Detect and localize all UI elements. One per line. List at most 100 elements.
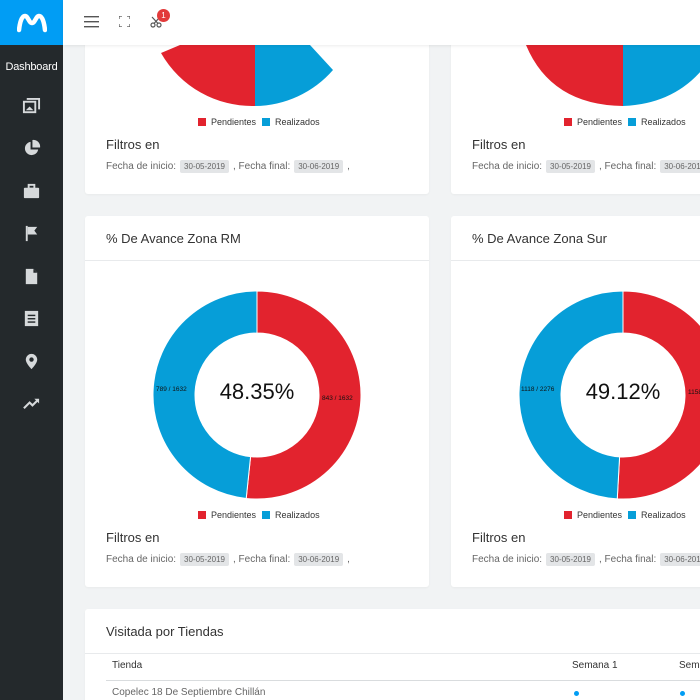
sidebar-item-flag[interactable] bbox=[0, 213, 63, 256]
chart-legend: Pendientes Realizados bbox=[564, 117, 686, 127]
legend-pendientes: Pendientes bbox=[577, 510, 623, 520]
status-dot bbox=[574, 691, 579, 696]
pie-chart-icon bbox=[24, 140, 41, 156]
donut-chart-sur bbox=[518, 290, 700, 500]
movistar-logo[interactable] bbox=[0, 0, 63, 45]
fecha-final-value: 30-06-2019 bbox=[660, 553, 700, 566]
pendientes-value-label: 1158 bbox=[688, 389, 700, 396]
trending-up-icon bbox=[23, 399, 40, 410]
legend-swatch-pendientes bbox=[198, 118, 206, 126]
sidebar-item-file[interactable] bbox=[0, 255, 63, 298]
fecha-final-label: , Fecha final: bbox=[598, 554, 657, 565]
status-dot bbox=[680, 691, 685, 696]
legend-pendientes: Pendientes bbox=[577, 117, 623, 127]
legend-swatch-realizados bbox=[628, 511, 637, 519]
filtros-label: Filtros en bbox=[106, 137, 160, 152]
card-zona-sur: % De Avance Zona Sur 49.12% 1118 / 2276 … bbox=[451, 216, 700, 587]
sidebar-item-gallery[interactable] bbox=[0, 85, 63, 128]
fecha-inicio-label: Fecha de inicio: bbox=[472, 554, 543, 565]
topbar: 1 bbox=[63, 0, 700, 45]
sidebar: Dashboard bbox=[0, 0, 63, 700]
notification-badge: 1 bbox=[157, 9, 170, 22]
sidebar-item-location[interactable] bbox=[0, 340, 63, 383]
sidebar-item-list[interactable] bbox=[0, 298, 63, 341]
card-top-left: Pendientes Realizados Filtros en Fecha d… bbox=[85, 20, 429, 194]
sidebar-item-pie[interactable] bbox=[0, 128, 63, 171]
table-title: Visitada por Tiendas bbox=[106, 624, 224, 639]
fecha-filter: Fecha de inicio: 30-05-2019 , Fecha fina… bbox=[106, 553, 350, 566]
card-top-right: Pendientes Realizados Filtros en Fecha d… bbox=[451, 20, 700, 194]
flag-icon bbox=[25, 226, 38, 242]
realizados-value-label: 1118 / 2276 bbox=[521, 386, 555, 393]
table-row-divider bbox=[106, 680, 700, 681]
legend-realizados: Realizados bbox=[641, 117, 686, 127]
table-cell-tienda: Copelec 18 De Septiembre Chillán bbox=[112, 687, 266, 698]
percent-label: 49.12% bbox=[585, 379, 661, 404]
column-header-semana-1[interactable]: Semana 1 bbox=[572, 660, 618, 671]
fecha-trailing: , bbox=[347, 554, 350, 565]
donut-slice-pendientes[interactable] bbox=[616, 290, 700, 500]
fecha-inicio-label: Fecha de inicio: bbox=[106, 554, 177, 565]
legend-pendientes: Pendientes bbox=[211, 117, 257, 127]
pendientes-value-label: 843 / 1632 bbox=[322, 395, 353, 402]
legend-swatch-pendientes bbox=[198, 511, 206, 519]
fecha-final-value: 30-06-2019 bbox=[294, 553, 344, 566]
legend-swatch-pendientes bbox=[564, 118, 572, 126]
fecha-inicio-value: 30-05-2019 bbox=[180, 160, 229, 173]
pendientes-segment bbox=[161, 45, 255, 107]
column-header-tienda[interactable]: Tienda bbox=[112, 660, 143, 671]
column-header-semana-2[interactable]: Sem bbox=[679, 660, 700, 671]
legend-swatch-realizados bbox=[628, 118, 637, 126]
realizados-segment bbox=[255, 45, 333, 106]
sidebar-title[interactable]: Dashboard bbox=[5, 61, 58, 73]
filtros-label: Filtros en bbox=[472, 137, 526, 152]
pendientes-segment bbox=[526, 45, 623, 106]
briefcase-icon bbox=[23, 183, 40, 198]
table-header-divider bbox=[85, 653, 700, 654]
file-icon bbox=[25, 268, 38, 284]
chart-legend: Pendientes Realizados bbox=[564, 510, 686, 520]
chart-legend: Pendientes Realizados bbox=[198, 117, 320, 127]
fecha-final-value: 30-06-2019 bbox=[294, 160, 344, 173]
fullscreen-icon[interactable] bbox=[119, 16, 130, 27]
donut-slice-realizados[interactable] bbox=[152, 290, 258, 499]
fecha-filter: Fecha de inicio: 30-05-2019 , Fecha fina… bbox=[472, 553, 700, 566]
sidebar-item-trending[interactable] bbox=[0, 383, 63, 426]
donut-slice-realizados[interactable] bbox=[518, 290, 624, 500]
donut-chart-top-left bbox=[161, 45, 333, 107]
scissors-icon[interactable] bbox=[150, 16, 162, 28]
legend-swatch-pendientes bbox=[564, 511, 572, 519]
fecha-inicio-value: 30-05-2019 bbox=[180, 553, 229, 566]
percent-label: 48.35% bbox=[219, 379, 295, 404]
legend-pendientes: Pendientes bbox=[211, 510, 257, 520]
fecha-inicio-label: Fecha de inicio: bbox=[472, 161, 543, 172]
fecha-final-label: , Fecha final: bbox=[232, 161, 291, 172]
donut-slice-pendientes[interactable] bbox=[245, 290, 362, 500]
legend-realizados: Realizados bbox=[641, 510, 686, 520]
sidebar-item-briefcase[interactable] bbox=[0, 170, 63, 213]
fecha-inicio-value: 30-05-2019 bbox=[546, 160, 595, 173]
filtros-label: Filtros en bbox=[106, 530, 160, 545]
donut-chart-top-right bbox=[526, 45, 700, 106]
fecha-filter: Fecha de inicio: 30-05-2019 , Fecha fina… bbox=[106, 160, 350, 173]
map-pin-icon bbox=[25, 353, 38, 369]
fecha-final-value: 30-06-2019 bbox=[660, 160, 700, 173]
legend-swatch-realizados bbox=[262, 511, 271, 519]
donut-chart-rm bbox=[152, 290, 362, 500]
chart-legend: Pendientes Realizados bbox=[198, 510, 320, 520]
fecha-filter: Fecha de inicio: 30-05-2019 , Fecha fina… bbox=[472, 160, 700, 173]
fecha-final-label: , Fecha final: bbox=[232, 554, 291, 565]
legend-swatch-realizados bbox=[262, 118, 271, 126]
card-title: % De Avance Zona RM bbox=[85, 216, 429, 261]
list-document-icon bbox=[24, 311, 39, 327]
gallery-icon bbox=[22, 97, 41, 113]
card-zona-rm: % De Avance Zona RM 48.35% 789 / 1632 84… bbox=[85, 216, 429, 587]
card-visitada-tiendas: Visitada por Tiendas Tienda Semana 1 Sem… bbox=[85, 609, 700, 700]
hamburger-menu-icon[interactable] bbox=[84, 15, 100, 28]
realizados-value-label: 789 / 1632 bbox=[156, 386, 187, 393]
fecha-trailing: , bbox=[347, 161, 350, 172]
legend-realizados: Realizados bbox=[275, 117, 320, 127]
movistar-m-logo-icon bbox=[16, 13, 47, 32]
fecha-inicio-value: 30-05-2019 bbox=[546, 553, 595, 566]
fecha-inicio-label: Fecha de inicio: bbox=[106, 161, 177, 172]
